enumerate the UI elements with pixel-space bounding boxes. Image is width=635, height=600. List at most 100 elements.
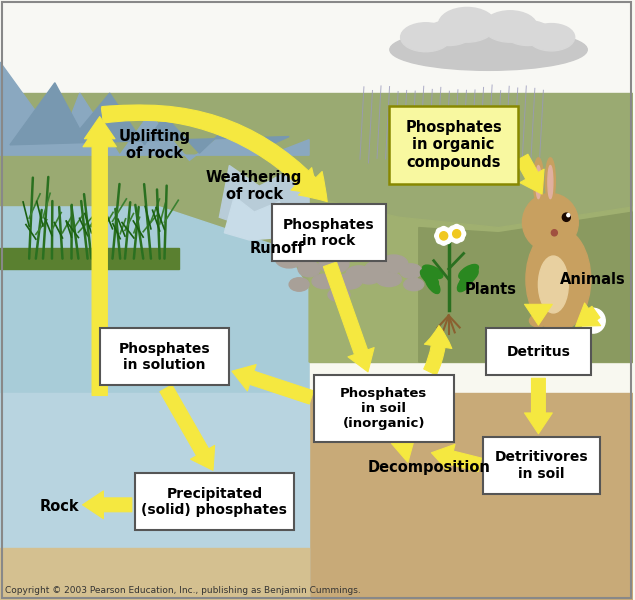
Ellipse shape	[528, 23, 575, 51]
Circle shape	[448, 230, 456, 238]
Ellipse shape	[289, 278, 309, 291]
Ellipse shape	[425, 20, 472, 46]
Ellipse shape	[459, 265, 478, 279]
Text: Copyright © 2003 Pearson Education, Inc., publishing as Benjamin Cummings.: Copyright © 2003 Pearson Education, Inc.…	[5, 586, 361, 595]
Circle shape	[439, 227, 448, 235]
Circle shape	[439, 232, 448, 240]
Bar	[0, 393, 309, 600]
Text: Detritivores
in soil: Detritivores in soil	[495, 451, 588, 481]
Circle shape	[458, 230, 465, 238]
FancyArrowPatch shape	[392, 436, 415, 463]
Ellipse shape	[390, 29, 587, 70]
Ellipse shape	[460, 269, 478, 285]
Ellipse shape	[422, 265, 443, 278]
Ellipse shape	[404, 278, 424, 290]
FancyArrowPatch shape	[102, 105, 317, 194]
Ellipse shape	[298, 261, 320, 277]
Circle shape	[551, 230, 558, 236]
FancyArrowPatch shape	[424, 326, 452, 375]
Polygon shape	[309, 197, 633, 362]
Circle shape	[456, 226, 464, 234]
FancyBboxPatch shape	[483, 437, 600, 494]
Ellipse shape	[346, 266, 372, 283]
Text: Phosphates
in solution: Phosphates in solution	[119, 342, 210, 372]
FancyBboxPatch shape	[314, 375, 453, 442]
Text: Phosphates
in soil
(inorganic): Phosphates in soil (inorganic)	[340, 387, 427, 430]
Ellipse shape	[457, 273, 474, 292]
Circle shape	[456, 233, 464, 242]
Circle shape	[436, 235, 444, 244]
Circle shape	[563, 213, 570, 221]
FancyArrowPatch shape	[525, 378, 552, 434]
FancyBboxPatch shape	[135, 473, 294, 530]
FancyArrowPatch shape	[102, 105, 327, 202]
Circle shape	[523, 193, 578, 251]
Bar	[0, 393, 633, 600]
Ellipse shape	[548, 166, 553, 199]
Text: Phosphates
in rock: Phosphates in rock	[283, 218, 375, 248]
Ellipse shape	[533, 158, 544, 205]
Polygon shape	[0, 207, 309, 393]
Circle shape	[581, 308, 605, 333]
Circle shape	[435, 232, 443, 240]
Polygon shape	[10, 83, 289, 153]
Ellipse shape	[526, 227, 591, 331]
Circle shape	[449, 233, 457, 242]
Ellipse shape	[538, 256, 568, 313]
Circle shape	[567, 214, 570, 217]
Ellipse shape	[328, 288, 350, 302]
Text: Runoff: Runoff	[250, 241, 305, 256]
Text: Decomposition: Decomposition	[367, 460, 490, 475]
Ellipse shape	[336, 274, 362, 289]
Ellipse shape	[425, 274, 440, 293]
Ellipse shape	[545, 158, 556, 205]
Text: Rock: Rock	[40, 499, 79, 514]
Ellipse shape	[275, 250, 303, 268]
FancyBboxPatch shape	[389, 106, 518, 184]
FancyBboxPatch shape	[272, 205, 386, 261]
Circle shape	[443, 228, 451, 236]
FancyArrowPatch shape	[516, 154, 544, 194]
Circle shape	[444, 232, 453, 240]
Circle shape	[443, 235, 451, 244]
Circle shape	[453, 224, 460, 233]
Text: Animals: Animals	[560, 272, 626, 287]
Ellipse shape	[358, 271, 380, 284]
Ellipse shape	[400, 264, 422, 278]
Text: Phosphates
in organic
compounds: Phosphates in organic compounds	[405, 120, 502, 170]
Circle shape	[453, 235, 460, 243]
Circle shape	[436, 228, 444, 236]
Ellipse shape	[530, 314, 547, 327]
Ellipse shape	[319, 254, 349, 273]
Text: Detritus: Detritus	[507, 345, 570, 359]
Ellipse shape	[536, 166, 541, 199]
Ellipse shape	[420, 269, 438, 286]
FancyBboxPatch shape	[100, 328, 229, 385]
FancyArrowPatch shape	[323, 262, 374, 372]
Polygon shape	[224, 197, 294, 240]
FancyArrowPatch shape	[431, 445, 481, 472]
FancyArrowPatch shape	[525, 304, 552, 325]
FancyArrowPatch shape	[84, 116, 115, 391]
Text: Plants: Plants	[465, 282, 516, 297]
Ellipse shape	[377, 272, 401, 287]
FancyBboxPatch shape	[486, 328, 591, 375]
Bar	[0, 548, 309, 600]
Ellipse shape	[547, 317, 565, 329]
Bar	[0, 248, 180, 269]
Polygon shape	[219, 166, 309, 233]
Bar	[0, 0, 633, 124]
Ellipse shape	[483, 11, 537, 42]
FancyArrowPatch shape	[575, 303, 601, 326]
Polygon shape	[0, 62, 309, 160]
FancyArrowPatch shape	[232, 365, 314, 404]
FancyArrowPatch shape	[83, 491, 132, 519]
Ellipse shape	[380, 255, 408, 272]
Ellipse shape	[505, 20, 551, 46]
Ellipse shape	[438, 7, 496, 42]
FancyArrowPatch shape	[160, 385, 215, 470]
Ellipse shape	[365, 261, 389, 277]
Ellipse shape	[312, 274, 336, 289]
Circle shape	[453, 230, 460, 238]
Text: Uplifting
of rock: Uplifting of rock	[119, 128, 190, 161]
